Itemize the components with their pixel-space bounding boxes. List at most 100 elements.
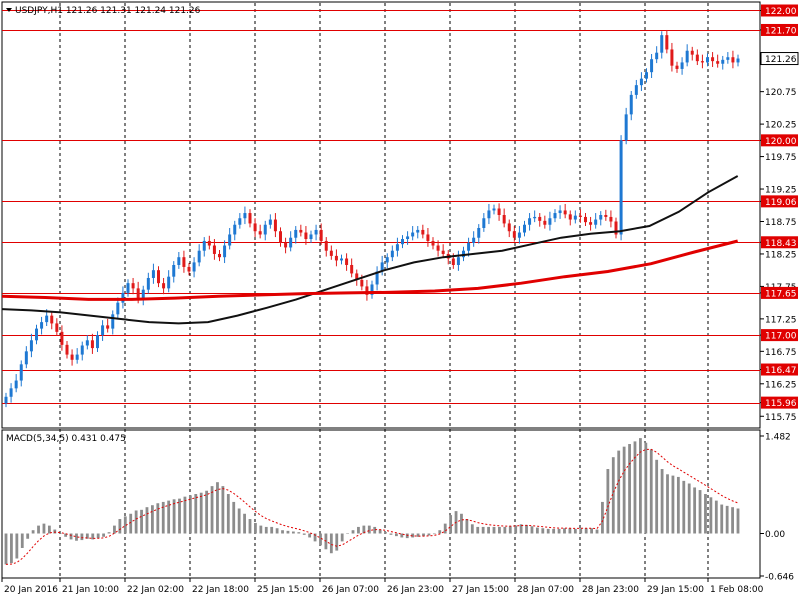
candle-body [380, 262, 384, 272]
macd-bar [698, 490, 702, 534]
candle-body [284, 242, 288, 248]
candle-body [487, 210, 491, 219]
macd-bar [113, 525, 116, 534]
candle-body [675, 65, 679, 69]
macd-bar [221, 486, 225, 534]
level-label-bg [761, 286, 798, 299]
macd-bar [346, 533, 349, 534]
candle-body [472, 237, 476, 243]
macd-bar [123, 516, 127, 534]
candle-body [177, 257, 181, 265]
level-label-bg [761, 363, 798, 376]
level-label: 115.96 [765, 399, 797, 409]
candle-body [441, 250, 445, 254]
candle-body [401, 239, 404, 245]
macd-bar [259, 525, 263, 534]
macd-bar [275, 528, 279, 534]
macd-bar [302, 533, 306, 535]
candle-body [238, 218, 242, 225]
candle-body [395, 244, 399, 251]
macd-bar [714, 500, 718, 534]
macd-bar [552, 528, 556, 534]
level-label-bg [761, 23, 798, 36]
macd-bar [58, 533, 62, 534]
candle-body [660, 35, 664, 53]
candle-body [685, 50, 689, 63]
candle-body [538, 216, 542, 221]
symbol-header-text: USDJPY,H1 121.26 121.31 121.24 121.26 [15, 6, 201, 16]
macd-bar [422, 533, 425, 537]
macd-bar [639, 438, 642, 534]
macd-bar [134, 510, 138, 534]
candle-body [406, 236, 410, 240]
macd-bar [644, 442, 648, 534]
candle-body [80, 345, 84, 355]
price-pane[interactable] [1, 1, 761, 429]
candle-body [212, 245, 216, 254]
candle-body [172, 264, 176, 277]
macd-bar [248, 519, 252, 534]
macd-bar [172, 499, 176, 534]
candle-body [50, 315, 54, 324]
time-tick-label: 22 Jan 02:00 [127, 585, 184, 595]
dropdown-triangle-icon[interactable] [6, 8, 12, 12]
candle-body [578, 215, 582, 217]
macd-bar [704, 494, 707, 534]
candle-body [243, 213, 247, 219]
candle-body [126, 283, 130, 293]
level-label-bg [761, 4, 798, 17]
candle-body [700, 61, 704, 63]
candle-body [75, 354, 79, 360]
time-tick-label: 28 Jan 07:00 [517, 585, 574, 595]
candle-body [157, 270, 160, 284]
macd-bar [64, 533, 68, 537]
candle-body [233, 224, 237, 235]
candle-body [650, 59, 654, 73]
candle-body [370, 284, 374, 295]
macd-bar [557, 528, 561, 534]
macd-bar [660, 469, 664, 534]
time-tick-label: 1 Feb 08:00 [710, 585, 764, 595]
candle-body [192, 262, 196, 272]
macd-bar [199, 492, 203, 534]
candle-body [619, 140, 623, 235]
candle-body [350, 264, 354, 274]
level-label: 116.47 [765, 366, 797, 376]
candle-body [299, 229, 303, 233]
candle-body [416, 229, 420, 233]
moving-averages [1, 175, 739, 325]
candle-body [543, 220, 547, 225]
macd-bar [237, 508, 241, 534]
macd-bar [449, 515, 453, 534]
macd-bar [530, 526, 534, 534]
candle-body [4, 396, 8, 404]
candle-body [589, 222, 593, 225]
macd-bar [416, 533, 420, 537]
macd-bar [291, 531, 295, 534]
time-tick-label: 25 Jan 15:00 [257, 585, 314, 595]
current-price-label: 121.26 [765, 55, 797, 65]
candle-body [665, 35, 669, 50]
macd-bar [161, 501, 165, 534]
macd-pane[interactable] [1, 429, 761, 579]
candle-body [655, 52, 659, 60]
candle-body [375, 271, 379, 285]
macd-signal-line [5, 448, 739, 565]
current-price-label-bg [760, 52, 799, 66]
level-label: 119.06 [765, 198, 797, 208]
candle-body [451, 258, 455, 265]
candle-body [690, 50, 694, 55]
macd-bar [487, 526, 490, 534]
time-axis: 20 Jan 2016 21 Jan 10:00 22 Jan 02:00 22 Ja… [1, 578, 764, 595]
macd-bar [584, 528, 588, 534]
macd-bar [709, 497, 713, 534]
candle-body [568, 214, 572, 220]
candle-body [167, 276, 171, 289]
macd-bar [362, 525, 366, 534]
price-tick-label: 116.25 [765, 380, 797, 390]
macd-bar [736, 508, 740, 534]
candle-body [304, 232, 308, 240]
candle-body [111, 314, 115, 329]
candle-body [14, 380, 18, 389]
candle-body [721, 59, 725, 64]
